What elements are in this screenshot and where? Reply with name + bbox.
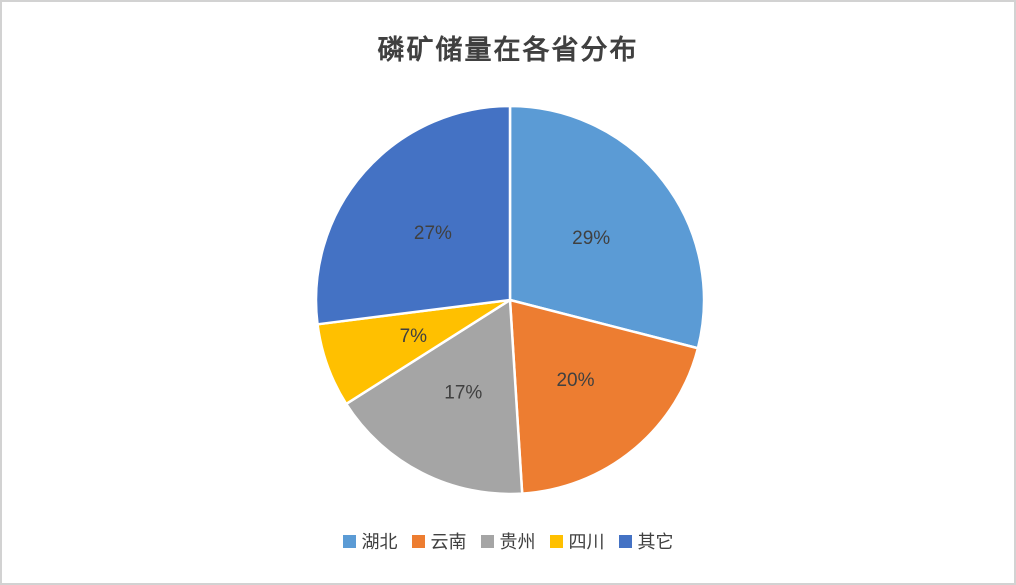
legend-item-4: 四川 [549,528,605,554]
data-label-2: 20% [556,370,594,391]
legend-swatch-icon [480,534,494,548]
legend-item-3: 贵州 [480,528,536,554]
legend-swatch-icon [342,534,356,548]
pie-slice-3 [344,298,524,496]
data-label-3: 17% [444,383,482,404]
legend-label: 云南 [430,532,467,552]
pie-slice-2 [508,298,700,495]
chart-legend: 湖北 云南 贵州 四川 其它 [2,526,1014,556]
pie-slice-5 [314,104,512,326]
legend-item-2: 云南 [411,528,467,554]
data-label-4: 7% [400,326,428,347]
legend-label: 贵州 [499,532,536,552]
legend-label: 四川 [568,532,605,552]
legend-swatch-icon [411,534,425,548]
legend-swatch-icon [618,534,632,548]
legend-label: 湖北 [361,532,398,552]
data-label-1: 29% [572,228,610,249]
legend-label: 其它 [637,532,674,552]
data-label-5: 27% [414,223,452,244]
legend-swatch-icon [549,534,563,548]
chart-title: 磷矿储量在各省分布 [377,35,639,65]
legend-item-5: 其它 [618,528,674,554]
legend-item-1: 湖北 [342,528,398,554]
pie-slice-1 [508,104,706,350]
